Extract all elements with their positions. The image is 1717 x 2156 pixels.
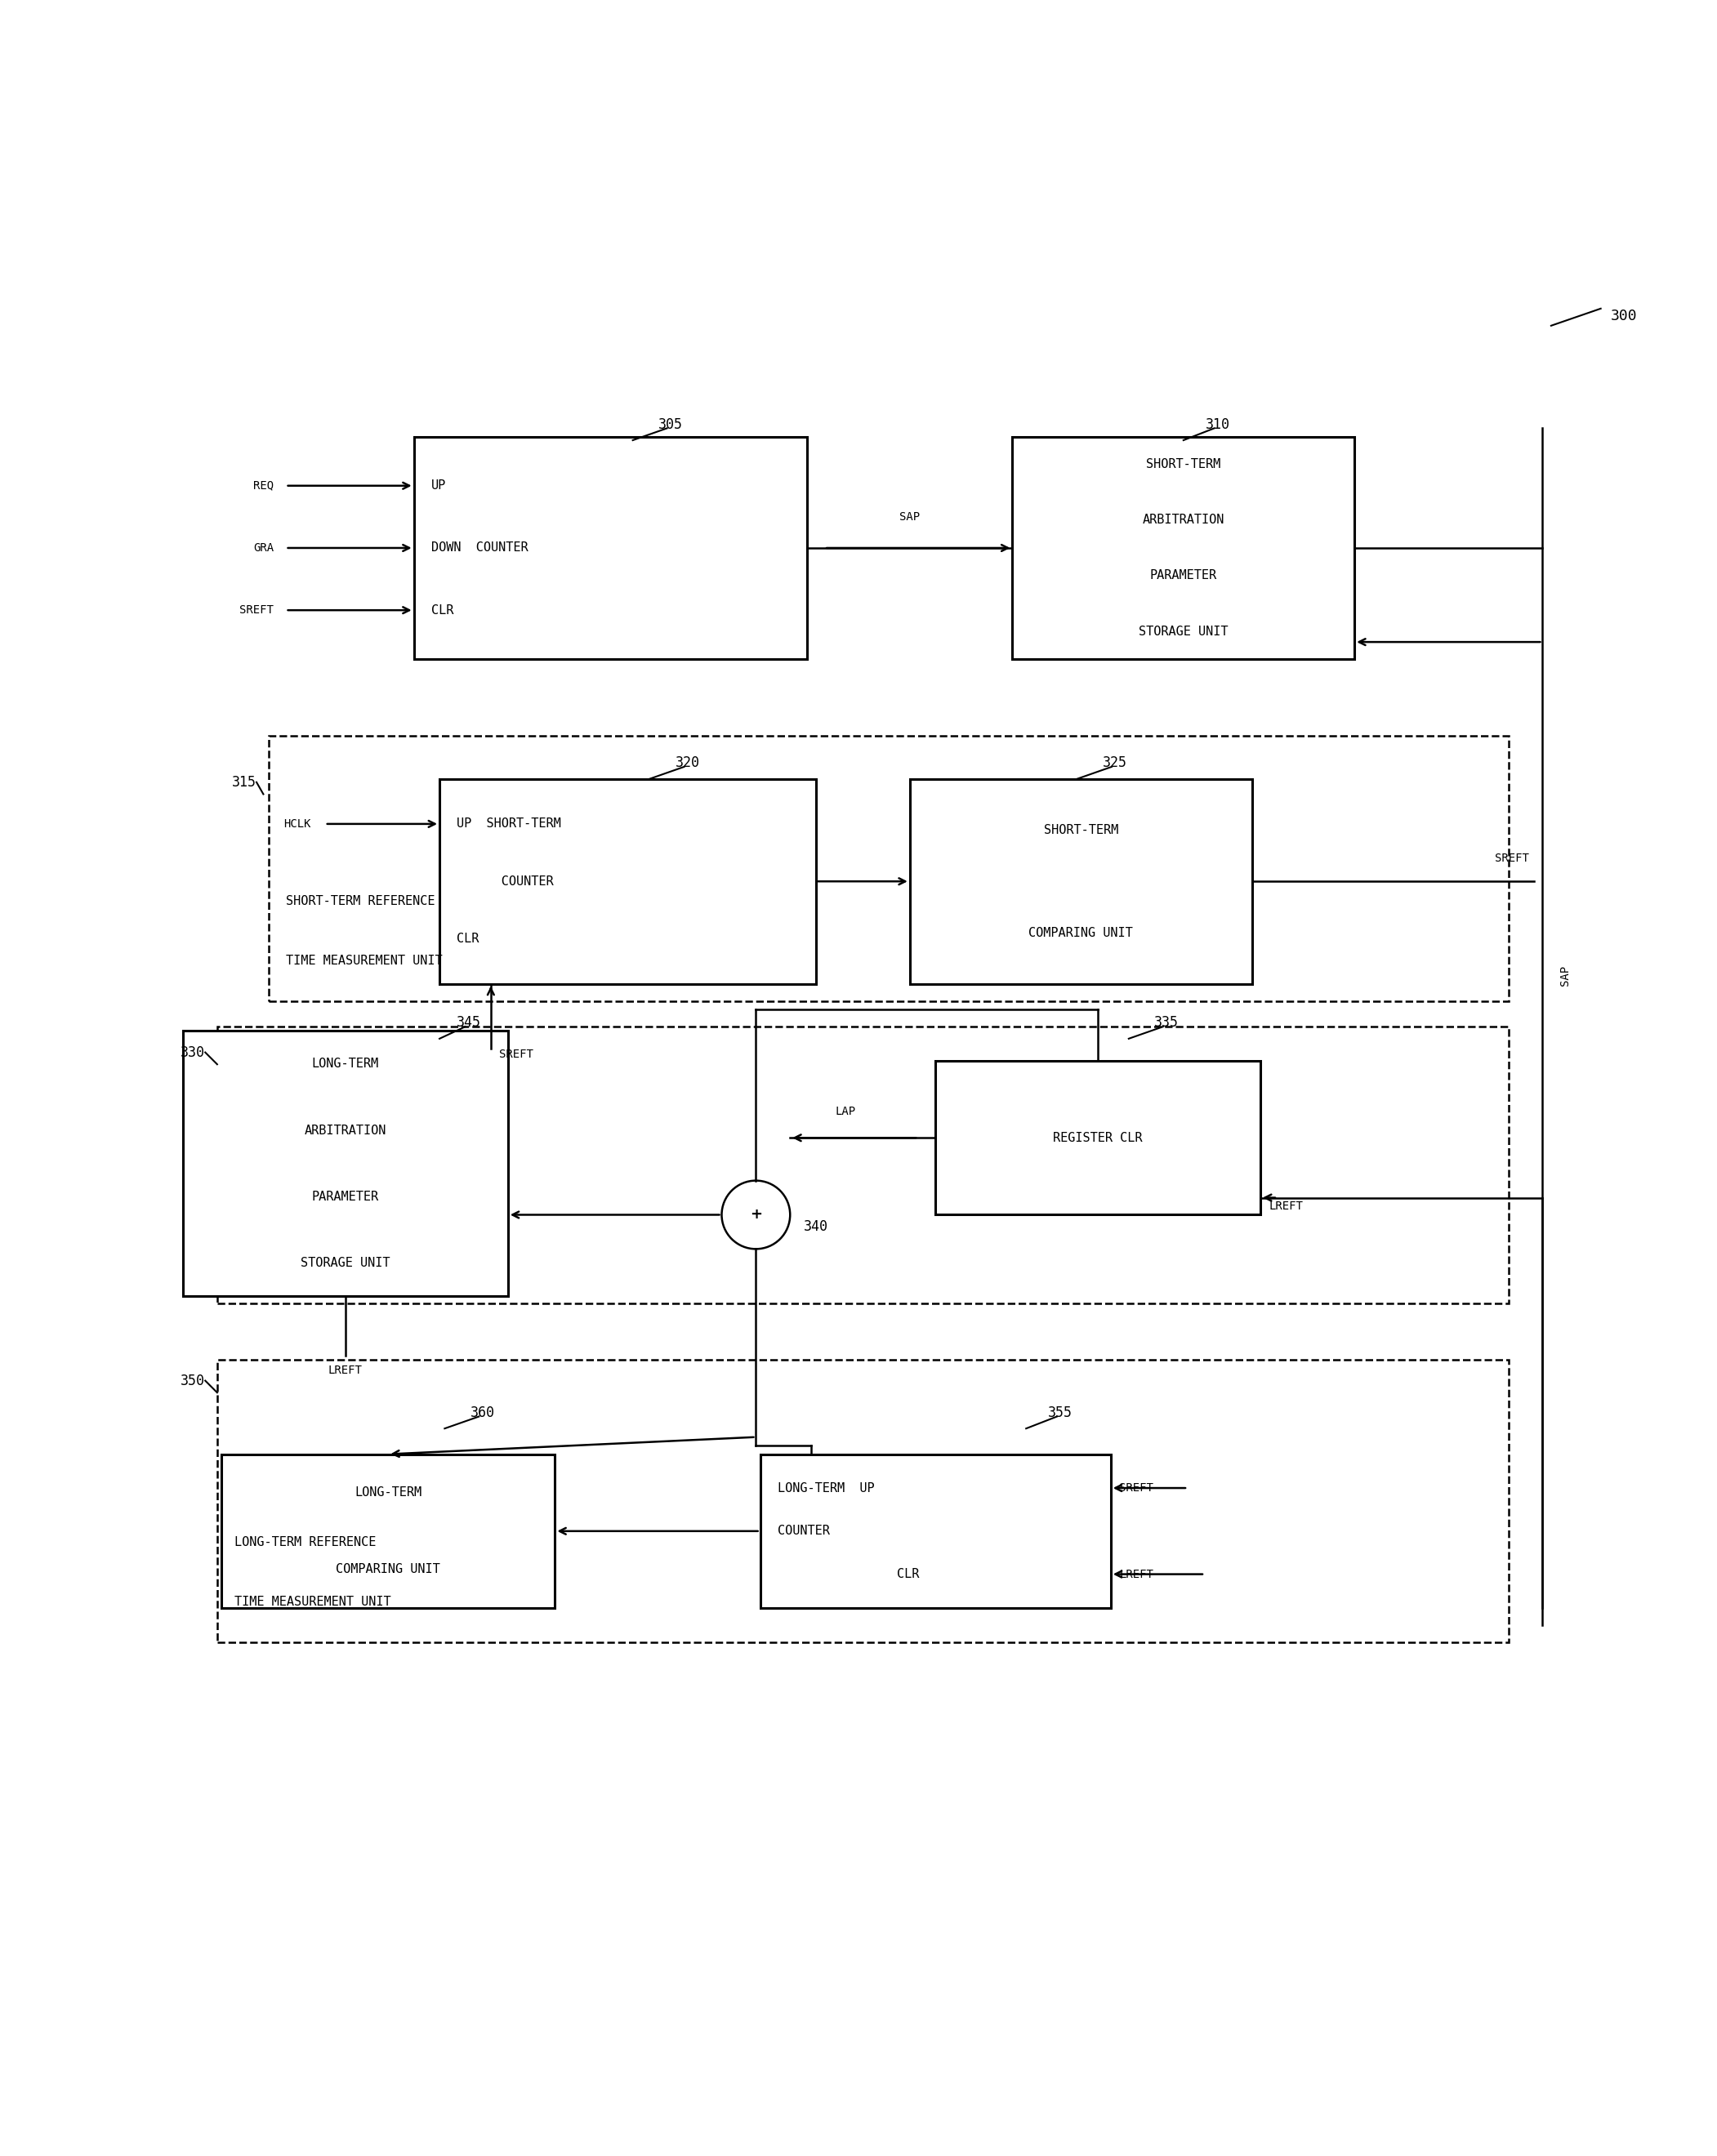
Text: REQ: REQ [252,481,273,492]
Text: COMPARING UNIT: COMPARING UNIT [1028,927,1133,938]
Text: 360: 360 [470,1406,494,1421]
Text: COUNTER: COUNTER [778,1524,829,1537]
Bar [910,778,1252,983]
Text: SHORT-TERM REFERENCE: SHORT-TERM REFERENCE [285,895,434,908]
Text: CLR: CLR [896,1567,919,1580]
Text: SREFT: SREFT [500,1050,534,1061]
Text: STORAGE UNIT: STORAGE UNIT [1138,625,1228,638]
Text: LONG-TERM  UP: LONG-TERM UP [778,1481,874,1494]
Text: LONG-TERM REFERENCE: LONG-TERM REFERENCE [234,1535,376,1548]
Text: LONG-TERM: LONG-TERM [312,1059,379,1069]
Text: 340: 340 [804,1220,828,1233]
Text: SREFT: SREFT [239,604,273,617]
Bar [268,735,1508,1000]
Text: DOWN  COUNTER: DOWN COUNTER [431,541,527,554]
Text: COMPARING UNIT: COMPARING UNIT [337,1563,440,1576]
Bar [1013,438,1355,660]
Text: SHORT-TERM: SHORT-TERM [1044,824,1118,837]
Text: SHORT-TERM: SHORT-TERM [1147,459,1221,470]
Text: 345: 345 [457,1015,481,1031]
Text: STORAGE UNIT: STORAGE UNIT [300,1257,390,1270]
Bar [936,1061,1260,1214]
Text: SAP: SAP [900,511,920,522]
Text: SREFT: SREFT [1119,1483,1154,1494]
Text: ARBITRATION: ARBITRATION [1142,513,1224,526]
Text: LAP: LAP [836,1106,857,1117]
Text: 355: 355 [1047,1406,1073,1421]
Text: CLR: CLR [431,604,453,617]
Text: 335: 335 [1154,1015,1178,1031]
Text: 315: 315 [232,774,256,789]
Bar [440,778,816,983]
Text: COUNTER: COUNTER [457,875,553,888]
Text: LREFT: LREFT [1269,1201,1303,1212]
Text: SREFT: SREFT [1496,854,1528,865]
Text: 325: 325 [1102,755,1128,770]
Text: +: + [750,1207,762,1222]
Bar [414,438,807,660]
Text: UP  SHORT-TERM: UP SHORT-TERM [457,817,561,830]
Bar [216,1026,1508,1304]
Text: LONG-TERM: LONG-TERM [355,1485,422,1498]
Bar [221,1453,555,1608]
Text: REGISTER CLR: REGISTER CLR [1053,1132,1142,1145]
Text: CLR: CLR [457,934,479,944]
Bar [761,1453,1111,1608]
Bar [216,1360,1508,1643]
Text: 310: 310 [1205,416,1229,431]
Text: PARAMETER: PARAMETER [312,1190,379,1203]
Text: 330: 330 [180,1046,206,1061]
Text: 320: 320 [675,755,701,770]
Text: HCLK: HCLK [283,819,311,830]
Text: TIME MEASUREMENT UNIT: TIME MEASUREMENT UNIT [234,1595,391,1608]
Text: PARAMETER: PARAMETER [1150,569,1217,582]
Text: 300: 300 [1611,308,1638,323]
Text: GRA: GRA [252,543,273,554]
Text: SAP: SAP [1559,966,1571,985]
Text: 305: 305 [658,416,683,431]
Text: LREFT: LREFT [328,1365,362,1376]
Text: 350: 350 [180,1373,206,1388]
Text: UP: UP [431,479,446,492]
Text: LREFT: LREFT [1119,1567,1154,1580]
Bar [184,1031,508,1296]
Text: TIME MEASUREMENT UNIT: TIME MEASUREMENT UNIT [285,955,441,966]
Text: ARBITRATION: ARBITRATION [304,1123,386,1136]
